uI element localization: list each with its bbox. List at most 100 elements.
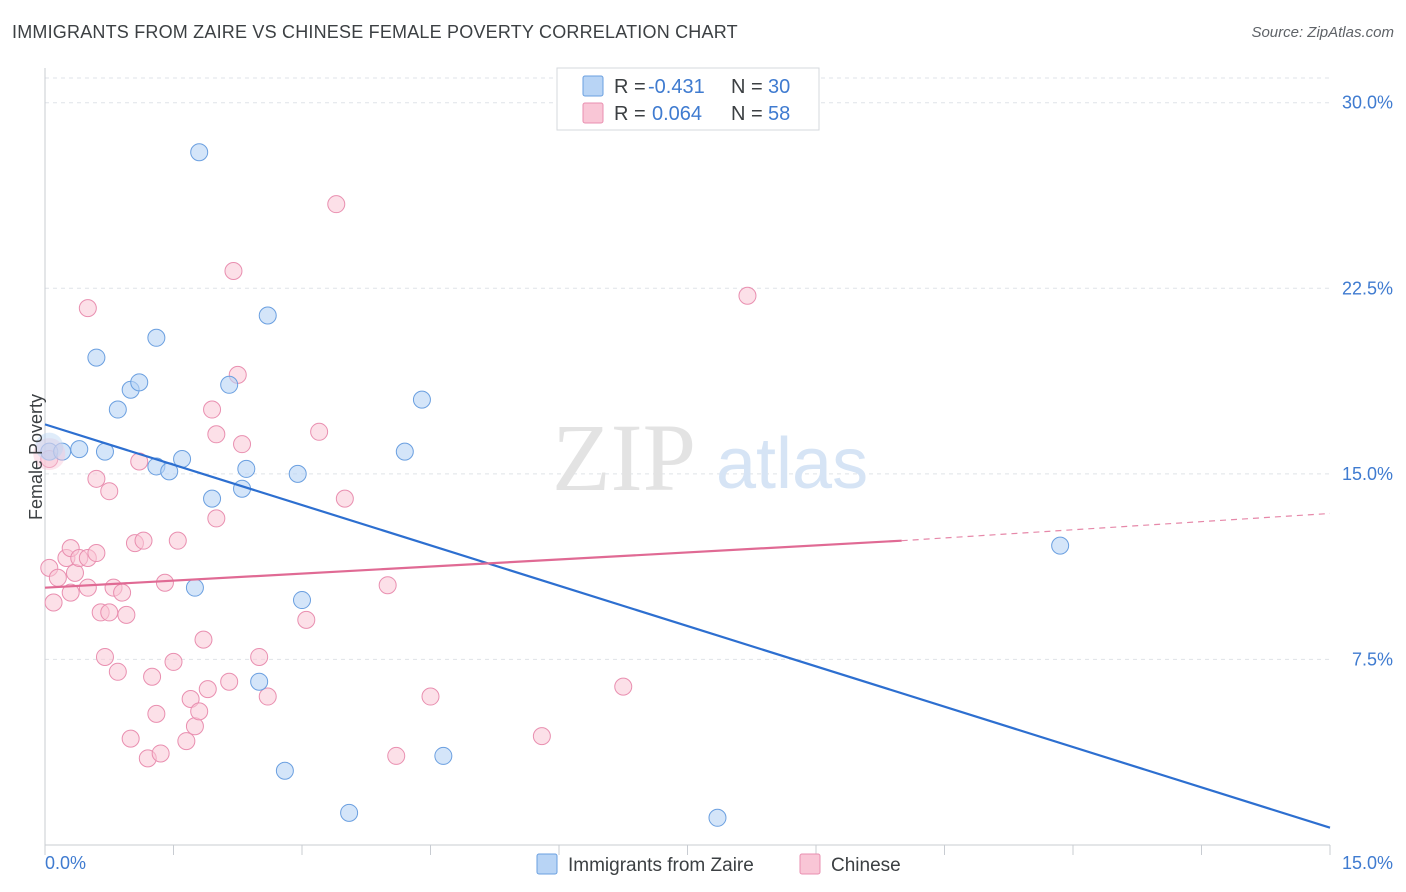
chinese-point <box>177 732 196 751</box>
bottom-legend-label-chinese: Chinese <box>831 855 901 876</box>
chart-title: IMMIGRANTS FROM ZAIRE VS CHINESE FEMALE … <box>12 22 738 42</box>
chinese-point <box>203 400 222 419</box>
chinese-point <box>387 746 406 765</box>
chinese-point <box>95 647 114 666</box>
legend-n-label-2: N = <box>731 103 763 125</box>
chinese-point <box>134 531 153 550</box>
chinese-point <box>65 563 84 582</box>
chinese-point <box>258 687 277 706</box>
chinese-point <box>327 195 346 214</box>
zaire-point <box>237 459 256 478</box>
zaire-point <box>275 761 294 780</box>
legend-n-value-2: 58 <box>768 103 790 125</box>
chinese-trend-line <box>44 539 902 589</box>
chinese-trend-extension <box>901 512 1331 542</box>
legend-n-value-1: 30 <box>768 76 790 98</box>
zaire-point <box>250 672 269 691</box>
legend-r-value-2: 0.064 <box>652 103 702 125</box>
bottom-legend-swatch-zaire <box>536 853 558 875</box>
watermark-zip: ZIP <box>552 404 696 511</box>
chinese-point <box>250 647 269 666</box>
zaire-point <box>708 808 727 827</box>
chinese-point <box>164 652 183 671</box>
chinese-point <box>143 667 162 686</box>
chinese-point <box>78 299 97 318</box>
zaire-point <box>288 464 307 483</box>
zaire-point <box>412 390 431 409</box>
zaire-cluster-point <box>35 432 64 461</box>
series-legend: Immigrants from Zaire Chinese <box>536 853 901 876</box>
chinese-point <box>421 687 440 706</box>
chinese-point <box>233 435 252 454</box>
chinese-point <box>113 583 132 602</box>
chinese-point <box>117 605 136 624</box>
zaire-point <box>434 746 453 765</box>
zaire-point <box>70 440 89 459</box>
chinese-point <box>310 422 329 441</box>
bottom-legend-swatch-chinese <box>799 853 821 875</box>
zaire-point <box>147 328 166 347</box>
zaire-point <box>395 442 414 461</box>
correlation-legend: R = -0.431 N = 30 R = 0.064 N = 58 <box>556 67 820 131</box>
trend-layer <box>44 423 1331 829</box>
chinese-point <box>297 610 316 629</box>
chinese-point <box>198 680 217 699</box>
x-tick-label: 15.0% <box>1342 853 1393 873</box>
zaire-point <box>108 400 127 419</box>
chinese-point <box>108 662 127 681</box>
legend-n-label-1: N = <box>731 76 763 98</box>
chinese-point <box>100 482 119 501</box>
legend-swatch-zaire <box>582 75 604 97</box>
chinese-point <box>61 583 80 602</box>
chinese-point <box>78 578 97 597</box>
zaire-point <box>220 375 239 394</box>
chinese-point <box>185 717 204 736</box>
chinese-point <box>614 677 633 696</box>
axes-layer: 7.5% 15.0% 22.5% 30.0% 0.0% 15.0% <box>44 68 1393 873</box>
zaire-point <box>190 143 209 162</box>
chinese-point <box>44 593 63 612</box>
y-tick-label: 7.5% <box>1352 649 1393 669</box>
chinese-point <box>190 702 209 721</box>
source-label: Source: ZipAtlas.com <box>1251 24 1394 41</box>
zaire-point <box>185 578 204 597</box>
chinese-point <box>87 544 106 563</box>
chinese-point <box>155 573 174 592</box>
zaire-point <box>293 591 311 610</box>
chinese-point <box>738 286 757 305</box>
chinese-point <box>147 704 166 723</box>
zaire-point <box>130 373 149 392</box>
chinese-point <box>151 744 170 763</box>
chinese-cluster-point <box>33 438 66 471</box>
chinese-point <box>335 489 354 508</box>
y-tick-label: 22.5% <box>1342 278 1393 298</box>
points-layer <box>33 143 1070 827</box>
zaire-point <box>1051 536 1070 555</box>
chinese-point <box>224 261 243 280</box>
chinese-point <box>121 729 140 748</box>
chinese-point <box>168 531 187 550</box>
watermark-atlas: atlas <box>716 424 868 504</box>
y-tick-label: 30.0% <box>1342 93 1393 113</box>
chinese-point <box>207 425 226 444</box>
chinese-point <box>100 603 119 622</box>
chinese-point <box>194 630 213 649</box>
legend-r-label-2: R = <box>614 103 646 125</box>
legend-swatch-chinese <box>582 102 604 124</box>
y-axis-title: Female Poverty <box>26 394 46 520</box>
x-tick-label: 0.0% <box>45 853 86 873</box>
zaire-trend-line <box>44 423 1331 829</box>
legend-r-label-1: R = <box>614 76 646 98</box>
zaire-point <box>203 489 222 508</box>
chinese-point <box>220 672 239 691</box>
chinese-point <box>48 568 67 587</box>
chinese-point <box>87 469 106 488</box>
zaire-point <box>87 348 106 367</box>
zaire-point <box>340 803 359 822</box>
y-tick-label: 15.0% <box>1342 464 1393 484</box>
chinese-point <box>378 576 397 595</box>
chinese-point <box>532 727 551 746</box>
bottom-legend-label-zaire: Immigrants from Zaire <box>568 855 754 876</box>
zaire-point <box>258 306 277 325</box>
